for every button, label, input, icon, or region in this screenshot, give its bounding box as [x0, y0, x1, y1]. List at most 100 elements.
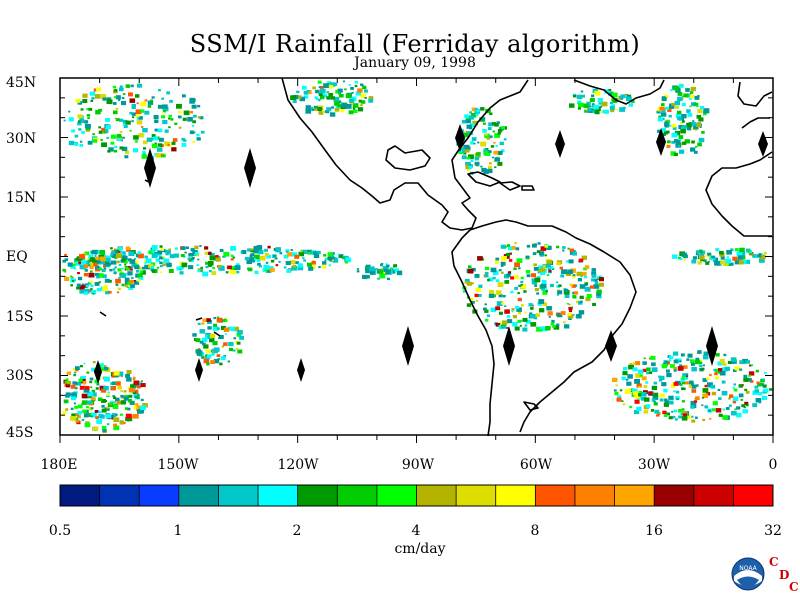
rain-cell [101, 142, 107, 148]
rain-cell [94, 410, 99, 413]
rain-cell [548, 269, 552, 272]
colorbar-label-32: 32 [764, 523, 782, 539]
rain-cell [228, 341, 234, 347]
rain-cell [530, 307, 534, 310]
rain-cell [725, 258, 732, 264]
rain-cell [71, 129, 76, 133]
rain-cell [484, 133, 490, 139]
rain-cell [712, 257, 718, 262]
rain-cell [122, 136, 125, 139]
rain-cell [673, 366, 677, 370]
rain-cell [357, 88, 363, 93]
rain-cell [323, 83, 330, 88]
rain-cell [469, 298, 474, 302]
rain-cell [201, 322, 205, 325]
rain-cell [624, 389, 631, 394]
rain-cell [570, 268, 576, 274]
rain-cell [113, 423, 118, 427]
rain-cell [530, 322, 537, 327]
rain-cell [742, 358, 748, 364]
rain-cell [626, 381, 632, 386]
rain-cell [517, 292, 520, 295]
rain-cell [516, 307, 522, 312]
rain-cell [98, 273, 104, 278]
rain-cell [105, 290, 110, 295]
rain-cell [673, 139, 679, 143]
rain-cell [196, 133, 200, 137]
rain-cell [673, 390, 676, 393]
rain-cell [620, 94, 625, 99]
rain-cell [254, 270, 259, 274]
rain-cell [76, 414, 79, 417]
rain-cell [487, 127, 492, 131]
rain-cell [696, 114, 702, 119]
rain-cell [511, 246, 516, 250]
lon-label-90w: 90W [401, 457, 435, 473]
rain-cell [695, 145, 698, 148]
rain-cell [500, 244, 506, 249]
rain-cell [520, 284, 523, 286]
rain-cell [136, 102, 139, 105]
rain-cell [682, 120, 685, 123]
rain-cell [126, 377, 132, 382]
rain-cell [627, 374, 633, 379]
rain-cell [758, 253, 762, 255]
rain-cell [522, 317, 528, 322]
rain-cell [81, 393, 88, 399]
rain-cell [298, 251, 304, 257]
rain-cell [182, 94, 186, 98]
rain-cell [379, 273, 386, 279]
rain-cell [112, 415, 115, 418]
rain-cell [616, 397, 622, 402]
rain-cell [495, 323, 501, 327]
rain-cell [474, 156, 480, 161]
rain-cell [136, 396, 140, 399]
rain-cell [639, 374, 643, 377]
rain-cell [211, 353, 215, 356]
rain-cell [105, 257, 111, 263]
rain-cell [129, 129, 132, 132]
rain-cell [278, 261, 281, 263]
rain-cell [227, 326, 233, 331]
noaa-logo-text: NOAA [739, 565, 757, 572]
rain-cell [71, 392, 77, 397]
rain-cell [492, 122, 496, 126]
rain-cell [89, 262, 95, 267]
rain-cell [85, 284, 89, 288]
rain-cell [539, 251, 545, 256]
rain-cell [212, 348, 218, 354]
rain-cell [78, 120, 81, 123]
rain-cell [223, 327, 230, 332]
cdc-letter-c1: C [769, 555, 779, 569]
rain-cell [328, 84, 334, 89]
rain-cell [90, 415, 93, 418]
rain-cell [708, 417, 712, 420]
rain-cell [295, 261, 299, 265]
rain-cell [147, 105, 152, 108]
rain-cell [197, 258, 200, 261]
rain-cell [113, 417, 120, 422]
rain-cell [648, 371, 653, 374]
rain-cell [124, 260, 128, 264]
rain-cell [274, 257, 278, 260]
rain-cell [253, 249, 259, 254]
rain-cell [75, 98, 81, 103]
rain-cell [66, 371, 72, 375]
rain-cell [87, 264, 91, 267]
rain-cell [154, 128, 159, 132]
rain-cell [178, 115, 182, 119]
rain-cell [463, 151, 467, 155]
rain-cell [562, 249, 565, 252]
rain-cell [749, 364, 752, 367]
rain-cell [133, 376, 136, 379]
rain-cell [514, 326, 520, 331]
rain-cell [693, 400, 698, 403]
rain-cell [103, 284, 108, 288]
rain-cell [526, 274, 531, 278]
rain-cell [140, 101, 147, 107]
rain-cell [673, 369, 677, 372]
rain-cell [128, 286, 134, 290]
rain-cell [490, 145, 495, 148]
rain-cell [75, 257, 79, 261]
rain-cell [534, 288, 539, 292]
